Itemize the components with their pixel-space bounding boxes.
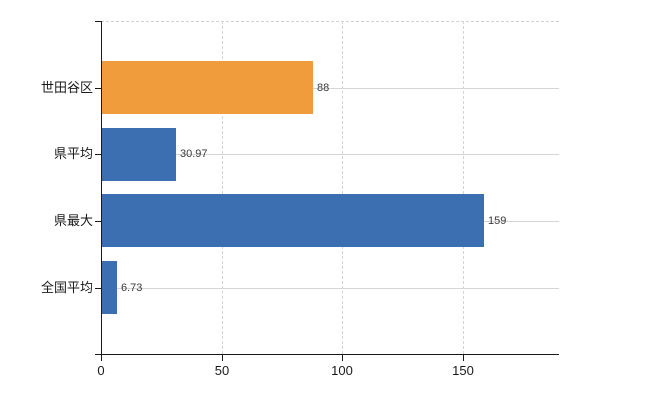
bar-value-label: 159 <box>488 214 507 227</box>
chart-bar[interactable] <box>101 261 117 314</box>
x-tick <box>222 354 223 361</box>
chart-bar[interactable] <box>101 61 313 114</box>
y-tick <box>95 154 101 156</box>
x-tick-label: 0 <box>97 363 105 378</box>
y-tick <box>95 220 101 222</box>
x-tick-label: 50 <box>214 363 230 378</box>
category-label: 世田谷区 <box>40 79 93 95</box>
category-label: 県平均 <box>53 146 93 162</box>
bar-value-label: 6.73 <box>121 281 143 294</box>
x-tick <box>463 354 464 361</box>
category-label: 県最大 <box>53 212 93 228</box>
gridline-horizontal <box>101 87 559 89</box>
x-tick-label: 100 <box>331 363 353 378</box>
chart-bar[interactable] <box>101 194 484 248</box>
gridline-horizontal <box>101 287 559 289</box>
x-tick <box>101 354 102 361</box>
chart-bar[interactable] <box>101 127 176 181</box>
y-tick <box>95 287 101 289</box>
gridline-horizontal <box>101 154 559 156</box>
gridline-vertical <box>462 21 464 354</box>
y-axis-line <box>101 21 102 355</box>
bar-value-label: 30.97 <box>180 148 208 161</box>
y-tick <box>95 87 101 89</box>
plot-top-border <box>101 21 559 22</box>
gridline-vertical <box>221 21 223 354</box>
gridline-vertical <box>342 21 344 354</box>
bar-value-label: 88 <box>317 81 330 94</box>
category-label: 全国平均 <box>40 279 93 295</box>
y-axis-end-tick <box>95 21 101 22</box>
x-tick-label: 150 <box>452 363 474 378</box>
x-tick <box>342 354 343 361</box>
x-axis-line <box>95 354 559 355</box>
